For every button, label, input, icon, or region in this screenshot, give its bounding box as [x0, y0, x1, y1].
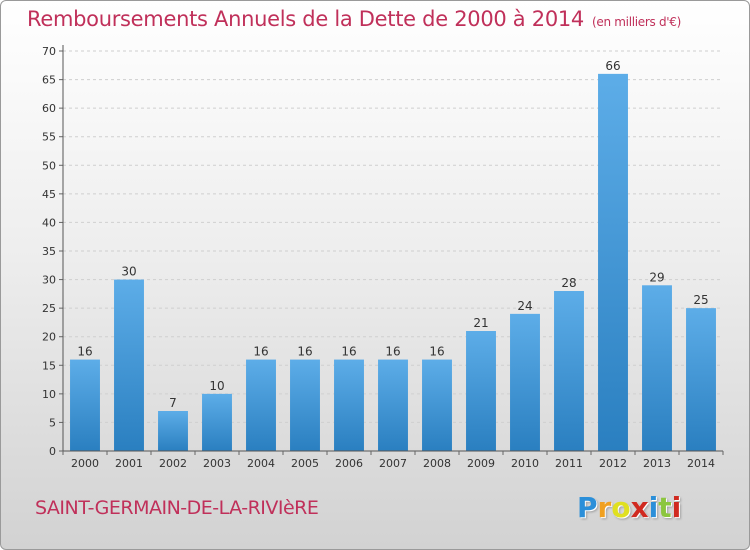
y-tick-label: 50 — [42, 159, 56, 172]
y-tick-label: 10 — [42, 388, 56, 401]
logo-letter: t — [658, 491, 672, 524]
x-tick-label-2012: 2012 — [599, 457, 627, 470]
x-tick-label-2004: 2004 — [247, 457, 275, 470]
logo-letter: x — [630, 491, 649, 524]
logo-letter: P — [577, 491, 598, 524]
logo-letter: i — [671, 491, 682, 524]
data-label-2010: 24 — [517, 299, 532, 313]
brand-logo: Proxiti — [577, 491, 681, 524]
data-label-2003: 10 — [209, 379, 224, 393]
y-tick-label: 30 — [42, 274, 56, 287]
logo-letter: r — [597, 491, 612, 524]
logo-letter: i — [648, 491, 659, 524]
data-label-2013: 29 — [649, 270, 664, 284]
y-tick-label: 65 — [42, 74, 56, 87]
title-text: Remboursements Annuels de la Dette de 20… — [27, 7, 584, 31]
bar-2013 — [642, 285, 672, 451]
bar-2007 — [378, 359, 408, 451]
data-label-2014: 25 — [693, 293, 708, 307]
data-label-2007: 16 — [385, 345, 400, 359]
x-tick-label-2014: 2014 — [687, 457, 715, 470]
data-label-2002: 7 — [169, 396, 177, 410]
bar-2002 — [158, 411, 188, 451]
y-tick-label: 45 — [42, 188, 56, 201]
bar-2009 — [466, 331, 496, 451]
y-tick-label: 40 — [42, 216, 56, 229]
bar-2014 — [686, 308, 716, 451]
x-axis: 2000 2001 2002 2003 2004 2005 2006 2007 2008 2009… — [62, 450, 724, 470]
x-tick-label-2013: 2013 — [643, 457, 671, 470]
unit-label: (en milliers d'€) — [592, 15, 682, 29]
y-tick-label: 20 — [42, 331, 56, 344]
data-label-2006: 16 — [341, 345, 356, 359]
x-tick-label-2002: 2002 — [159, 457, 187, 470]
y-tick-label: 5 — [49, 416, 56, 429]
data-label-2011: 28 — [561, 276, 576, 290]
bar-2001 — [114, 279, 144, 451]
bar-2003 — [202, 393, 232, 451]
x-tick-label-2009: 2009 — [467, 457, 495, 470]
x-tick-label-2010: 2010 — [511, 457, 539, 470]
x-tick-label-2003: 2003 — [203, 457, 231, 470]
y-tick-label: 15 — [42, 359, 56, 372]
bar-2006 — [334, 359, 364, 451]
chart-title: Remboursements Annuels de la Dette de 20… — [27, 7, 681, 31]
x-tick-label-2006: 2006 — [335, 457, 363, 470]
bar-2005 — [290, 359, 320, 451]
data-label-2001: 30 — [121, 265, 136, 279]
bar-2012 — [598, 73, 628, 451]
data-label-2008: 16 — [429, 345, 444, 359]
x-tick-label-2007: 2007 — [379, 457, 407, 470]
data-label-2005: 16 — [297, 345, 312, 359]
y-tick-label: 25 — [42, 302, 56, 315]
y-tick-label: 70 — [42, 45, 56, 58]
bars — [70, 73, 716, 451]
location-name: SAINT-GERMAIN-DE-LA-RIVIèRE — [35, 497, 319, 519]
data-label-2009: 21 — [473, 316, 488, 330]
data-label-2012: 66 — [605, 59, 620, 73]
bar-2010 — [510, 313, 540, 451]
y-tick-label: 0 — [49, 445, 56, 458]
y-tick-label: 35 — [42, 245, 56, 258]
x-tick-label-2005: 2005 — [291, 457, 319, 470]
data-labels: 16 30 7 10 16 16 16 16 16 21 24 28 66 29 25 — [77, 59, 708, 410]
bar-2008 — [422, 359, 452, 451]
x-tick-label-2011: 2011 — [555, 457, 583, 470]
y-axis: 0 5 10 15 20 25 30 35 40 45 50 55 60 65 70 — [42, 45, 64, 458]
bar-2000 — [70, 359, 100, 451]
data-label-2004: 16 — [253, 345, 268, 359]
x-tick-label-2000: 2000 — [71, 457, 99, 470]
y-tick-label: 60 — [42, 102, 56, 115]
bar-2011 — [554, 291, 584, 451]
y-tick-label: 55 — [42, 131, 56, 144]
bar-2004 — [246, 359, 276, 451]
x-tick-label-2008: 2008 — [423, 457, 451, 470]
data-label-2000: 16 — [77, 345, 92, 359]
x-tick-label-2001: 2001 — [115, 457, 143, 470]
logo-letter: o — [611, 491, 631, 524]
